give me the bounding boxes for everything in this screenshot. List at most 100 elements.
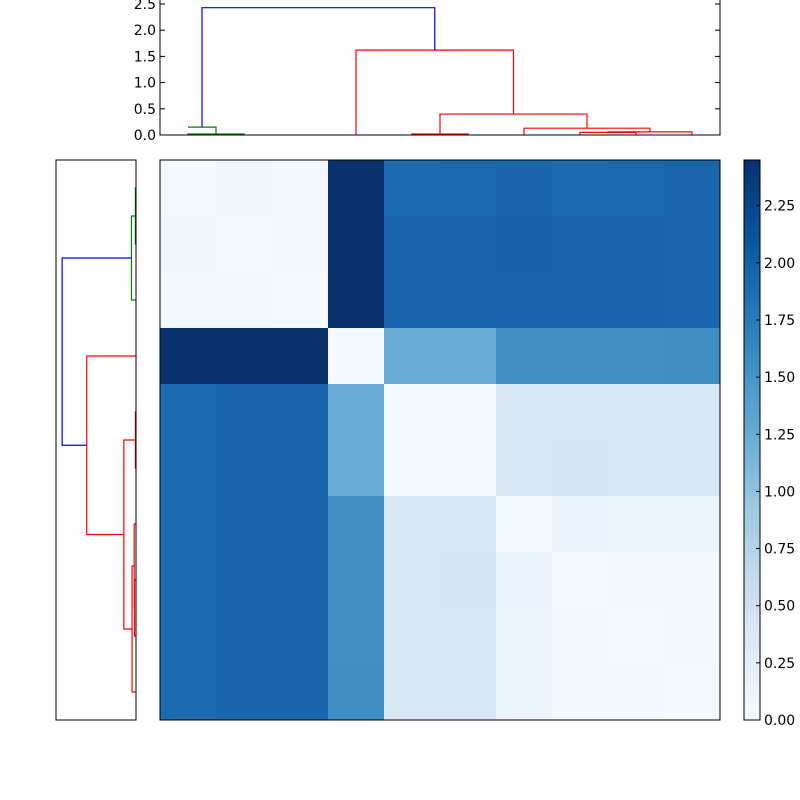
top-dendrogram-tick-label: 2.0 <box>134 23 156 39</box>
heatmap-cell <box>552 384 609 441</box>
heatmap-cell <box>384 440 441 497</box>
heatmap-cell <box>216 384 273 441</box>
left-dendrogram-link <box>86 355 136 536</box>
heatmap-cell <box>160 328 217 385</box>
heatmap-cell <box>160 664 217 721</box>
heatmap-cell <box>272 216 329 273</box>
heatmap-cell <box>216 160 273 217</box>
left-dendrogram-link <box>61 257 132 446</box>
top-dendrogram-links <box>187 7 693 135</box>
heatmap-cell <box>440 216 497 273</box>
heatmap-cell <box>272 160 329 217</box>
top-dendrogram-axis: 0.0 0.5 1.0 1.5 2.0 2.5 <box>134 0 721 144</box>
heatmap-cell <box>496 272 553 329</box>
top-dendrogram-frame <box>159 0 721 136</box>
heatmap-cell <box>496 608 553 665</box>
heatmap-cell <box>384 552 441 609</box>
heatmap-cell <box>440 440 497 497</box>
heatmap-cell <box>496 160 553 217</box>
heatmap-cell <box>216 496 273 553</box>
heatmap-cell <box>272 552 329 609</box>
heatmap-cell <box>216 608 273 665</box>
heatmap-cell <box>608 160 665 217</box>
heatmap-cell <box>496 552 553 609</box>
heatmap-cell <box>272 384 329 441</box>
heatmap-cell <box>664 384 721 441</box>
heatmap-cell <box>328 440 385 497</box>
heatmap-cell <box>664 216 721 273</box>
heatmap-cell <box>216 328 273 385</box>
heatmap-cell <box>664 496 721 553</box>
colorbar-tick-label: 0.50 <box>764 599 795 615</box>
heatmap-cell <box>664 608 721 665</box>
heatmap-cell <box>496 496 553 553</box>
heatmap-cell <box>328 216 385 273</box>
heatmap-cell <box>328 328 385 385</box>
heatmap-cell <box>272 664 329 721</box>
heatmap-cell <box>608 272 665 329</box>
heatmap-cell <box>496 216 553 273</box>
top-dendrogram-tick-label: 0.0 <box>134 128 156 144</box>
heatmap-cell <box>328 608 385 665</box>
heatmap-cell <box>440 384 497 441</box>
top-dendrogram-link <box>355 49 515 135</box>
heatmap-cell <box>552 608 609 665</box>
heatmap-cell <box>608 664 665 721</box>
heatmap-cell <box>552 328 609 385</box>
heatmap-cell <box>328 496 385 553</box>
heatmap-cell <box>160 440 217 497</box>
heatmap-cell <box>216 552 273 609</box>
heatmap-cell <box>328 664 385 721</box>
colorbar-tick-label: 2.00 <box>764 256 795 272</box>
heatmap-cell <box>608 384 665 441</box>
heatmap-cell <box>384 384 441 441</box>
heatmap-cell <box>440 664 497 721</box>
top-dendrogram-tick-label: 2.5 <box>134 0 156 13</box>
heatmap-cell <box>552 440 609 497</box>
heatmap-cell <box>608 552 665 609</box>
heatmap-cell <box>608 440 665 497</box>
colorbar-tick-label: 1.00 <box>764 484 795 500</box>
heatmap-cell <box>216 272 273 329</box>
heatmap-cell <box>160 160 217 217</box>
heatmap-cell <box>160 608 217 665</box>
heatmap-frame <box>159 159 721 721</box>
heatmap-cell <box>160 272 217 329</box>
colorbar-tick-label: 1.75 <box>764 313 795 329</box>
top-dendrogram-tick-label: 1.0 <box>134 76 156 92</box>
heatmap-cell <box>328 384 385 441</box>
heatmap-cell <box>384 328 441 385</box>
colorbar-ticks: 0.00 0.25 0.50 0.75 1.00 1.25 1.50 1.75 2.00 2.25 <box>756 199 795 729</box>
top-dendrogram-link <box>201 7 436 128</box>
heatmap-cell <box>608 608 665 665</box>
heatmap-cell <box>272 496 329 553</box>
heatmap-cell <box>272 272 329 329</box>
heatmap-cell <box>440 328 497 385</box>
heatmap-cell <box>160 216 217 273</box>
heatmap-cell <box>272 328 329 385</box>
heatmap-cell <box>496 440 553 497</box>
heatmap-cell <box>272 608 329 665</box>
heatmap-cell <box>384 496 441 553</box>
heatmap-cell <box>664 552 721 609</box>
top-dendrogram-tick-label: 1.5 <box>134 49 156 65</box>
heatmap-cell <box>664 664 721 721</box>
heatmap-cell <box>440 552 497 609</box>
heatmap-cell <box>440 160 497 217</box>
heatmap-cell <box>552 160 609 217</box>
heatmap-cell <box>552 664 609 721</box>
heatmap-cell <box>384 160 441 217</box>
colorbar-tick-label: 1.50 <box>764 370 795 386</box>
heatmap-cell <box>216 664 273 721</box>
heatmap-cell <box>160 496 217 553</box>
heatmap-cell <box>552 496 609 553</box>
colorbar-tick-label: 0.00 <box>764 713 795 729</box>
heatmap-cell <box>664 160 721 217</box>
heatmap-cell <box>216 440 273 497</box>
heatmap-cell <box>384 608 441 665</box>
colorbar-tick-label: 2.25 <box>764 199 795 215</box>
top-dendrogram-link <box>188 126 217 134</box>
heatmap-cell <box>552 216 609 273</box>
heatmap-cell <box>664 328 721 385</box>
